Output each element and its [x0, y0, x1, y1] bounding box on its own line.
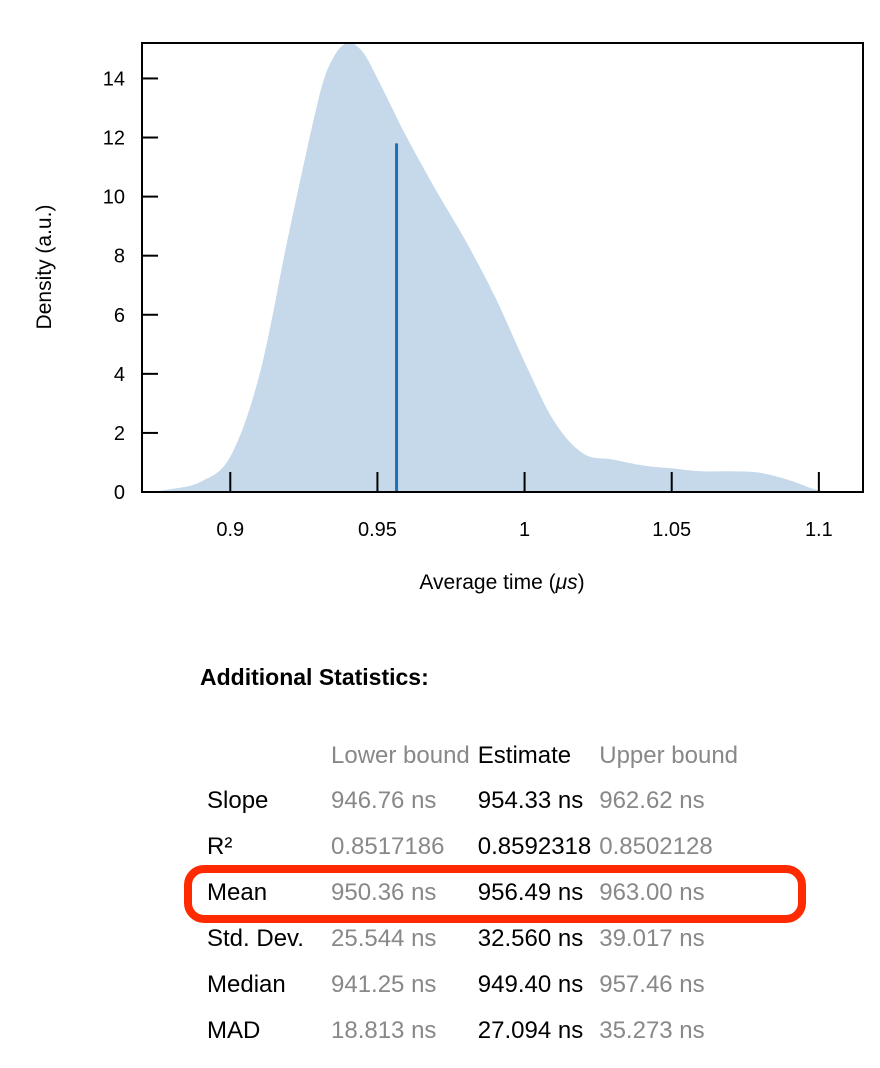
- lower-bound-value: 25.544 ns: [331, 925, 437, 952]
- y-tick-label: 2: [114, 423, 125, 445]
- y-axis-label: Density (a.u.): [33, 205, 56, 330]
- y-tick-label: 6: [114, 305, 125, 327]
- upper-bound-value: 35.273 ns: [599, 1017, 705, 1044]
- estimate-value: 956.49 ns: [477, 879, 584, 906]
- x-axis-label-unit: μs: [555, 571, 579, 594]
- stats-row-r-squared: R² 0.8517186 0.8592318 0.8502128: [200, 824, 746, 870]
- upper-bound-value: 39.017 ns: [599, 925, 705, 952]
- row-label: Slope: [207, 787, 269, 814]
- x-tick-label: 1.1: [805, 519, 833, 541]
- header-upper-bound: Upper bound: [599, 742, 739, 769]
- header-lower-bound: Lower bound: [331, 742, 470, 769]
- stats-table: Lower bound Estimate Upper bound Slope 9…: [200, 734, 746, 1054]
- row-label: Median: [207, 971, 286, 998]
- estimate-value: 27.094 ns: [477, 1017, 584, 1044]
- x-tick-label: 1: [519, 519, 530, 541]
- upper-bound-value: 957.46 ns: [599, 971, 705, 998]
- row-label: MAD: [207, 1017, 261, 1044]
- row-label: R²: [207, 833, 233, 860]
- mean-row-highlight: [184, 865, 806, 923]
- lower-bound-value: 946.76 ns: [331, 787, 437, 814]
- lower-bound-value: 0.8517186: [331, 833, 445, 860]
- stats-row-std-dev: Std. Dev. 25.544 ns 32.560 ns 39.017 ns: [200, 916, 746, 962]
- x-tick-label: 0.9: [216, 519, 244, 541]
- x-axis: 0.9 0.95 1 1.05 1.1: [216, 472, 833, 541]
- x-axis-label: Average time (μs): [419, 571, 584, 594]
- y-tick-label: 12: [103, 128, 125, 150]
- lower-bound-value: 18.813 ns: [331, 1017, 437, 1044]
- stats-title: Additional Statistics:: [200, 664, 429, 690]
- y-tick-label: 0: [114, 482, 125, 504]
- stats-row-median: Median 941.25 ns 949.40 ns 957.46 ns: [200, 962, 746, 1008]
- stats-header-blank: [200, 734, 331, 778]
- stats-row-mean: Mean 950.36 ns 956.49 ns 963.00 ns: [200, 870, 746, 916]
- estimate-value: 954.33 ns: [477, 787, 584, 814]
- lower-bound-value: 941.25 ns: [331, 971, 437, 998]
- plot-frame: [141, 42, 864, 493]
- x-axis-label-suffix: ): [578, 571, 585, 594]
- stats-row-mad: MAD 18.813 ns 27.094 ns 35.273 ns: [200, 1008, 746, 1054]
- row-label: Std. Dev.: [207, 925, 304, 952]
- stats-row-slope: Slope 946.76 ns 954.33 ns 962.62 ns: [200, 778, 746, 824]
- y-tick-label: 8: [114, 246, 125, 268]
- upper-bound-value: 0.8502128: [599, 833, 713, 860]
- density-area-group: [147, 42, 840, 493]
- upper-bound-value: 962.62 ns: [599, 787, 705, 814]
- x-axis-label-prefix: Average time (: [419, 571, 555, 594]
- lower-bound-value: 950.36 ns: [331, 879, 437, 906]
- stats-header-row: Lower bound Estimate Upper bound: [200, 734, 746, 778]
- y-axis: 0 2 4 6 8 10 12 14: [103, 68, 158, 504]
- upper-bound-value: 963.00 ns: [599, 879, 705, 906]
- estimate-value: 0.8592318: [477, 833, 592, 860]
- x-tick-label: 1.05: [652, 519, 691, 541]
- estimate-value: 32.560 ns: [477, 925, 584, 952]
- density-chart: 0.9 0.95 1 1.05 1.1 0 2 4 6 8 10 12 14 Average time…: [33, 42, 864, 594]
- row-label: Mean: [207, 879, 268, 906]
- estimate-value: 949.40 ns: [477, 971, 584, 998]
- x-tick-label: 0.95: [358, 519, 397, 541]
- density-area: [147, 42, 840, 493]
- y-tick-label: 14: [103, 68, 125, 90]
- y-tick-label: 4: [114, 364, 125, 386]
- header-estimate: Estimate: [477, 742, 572, 769]
- y-tick-label: 10: [103, 187, 125, 209]
